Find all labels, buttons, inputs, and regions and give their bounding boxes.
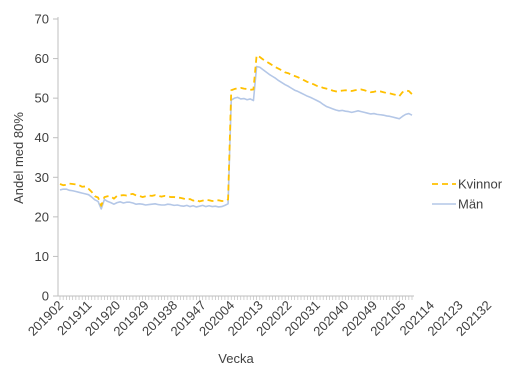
axes [57,17,414,297]
legend-label-man: Män [458,197,483,212]
series-layer [59,54,413,210]
y-axis-label: Andel med 80% [11,112,26,204]
y-tick-label: 10 [35,249,49,264]
y-tick-label: 20 [35,209,49,224]
legend-label-kvinnor: Kvinnor [458,177,503,192]
y-tick-label: 40 [35,130,49,145]
y-tick-label: 50 [35,91,49,106]
y-tick-label: 60 [35,51,49,66]
y-tick-label: 0 [42,289,49,304]
y-axis-ticks: 0 10 20 30 40 50 60 70 [35,12,58,304]
series-line-man [59,65,413,210]
series-line-kvinnor [59,54,413,207]
y-tick-label: 30 [35,170,49,185]
y-tick-label: 70 [35,12,49,27]
legend: Kvinnor Män [432,177,503,212]
x-axis-label: Vecka [218,351,254,366]
x-axis-ticks: 2019022019112019202019292019382019472020… [25,296,494,339]
